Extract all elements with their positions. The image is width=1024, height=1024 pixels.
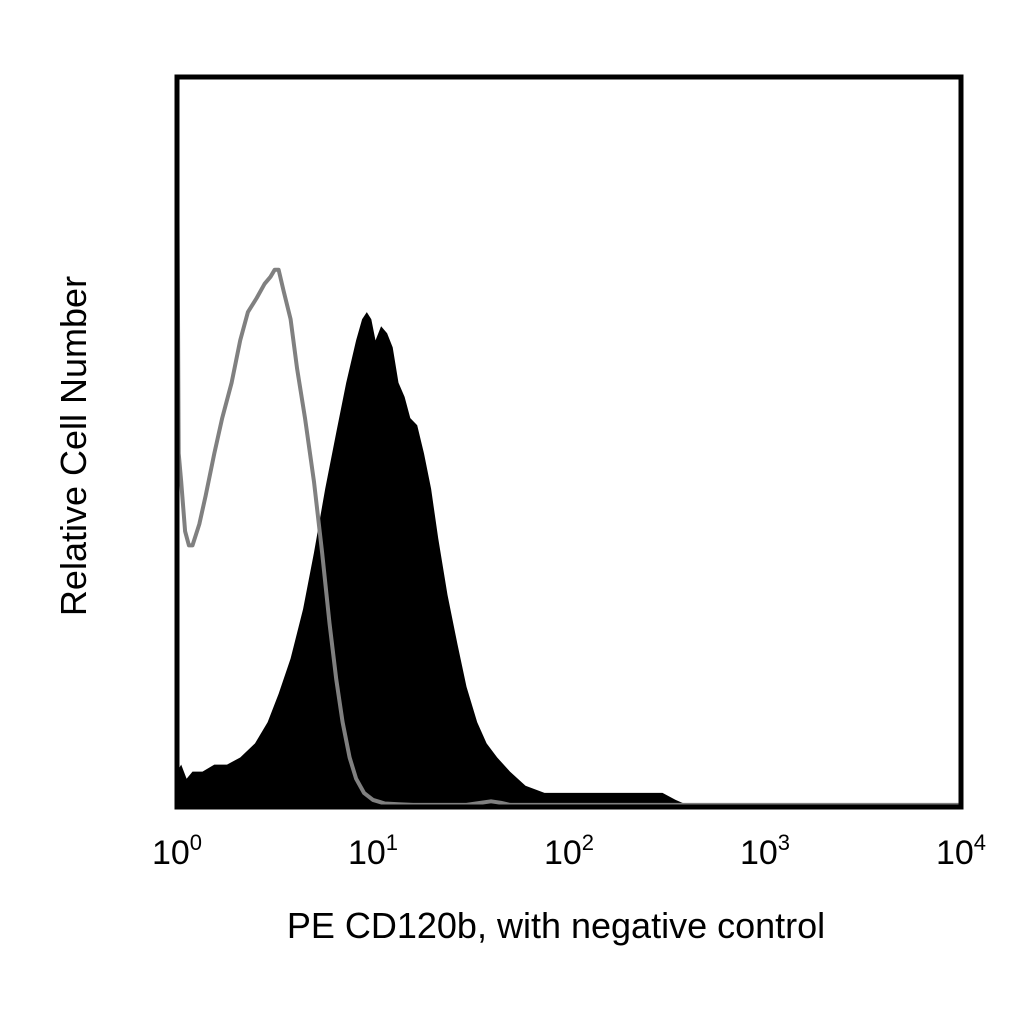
x-tick-labels: 100 101 102 103 104 [152,830,986,872]
x-tick-label: 102 [544,830,594,872]
plot-frame [174,74,964,810]
x-tick-label: 103 [740,830,790,872]
sample-histogram-area [177,312,961,807]
x-tick-label: 104 [936,830,986,872]
series-layer [175,121,961,807]
x-axis-title: PE CD120b, with negative control [287,905,825,946]
x-tick-label: 101 [348,830,398,872]
x-tick-label: 100 [152,830,202,872]
y-axis-title: Relative Cell Number [53,276,94,616]
